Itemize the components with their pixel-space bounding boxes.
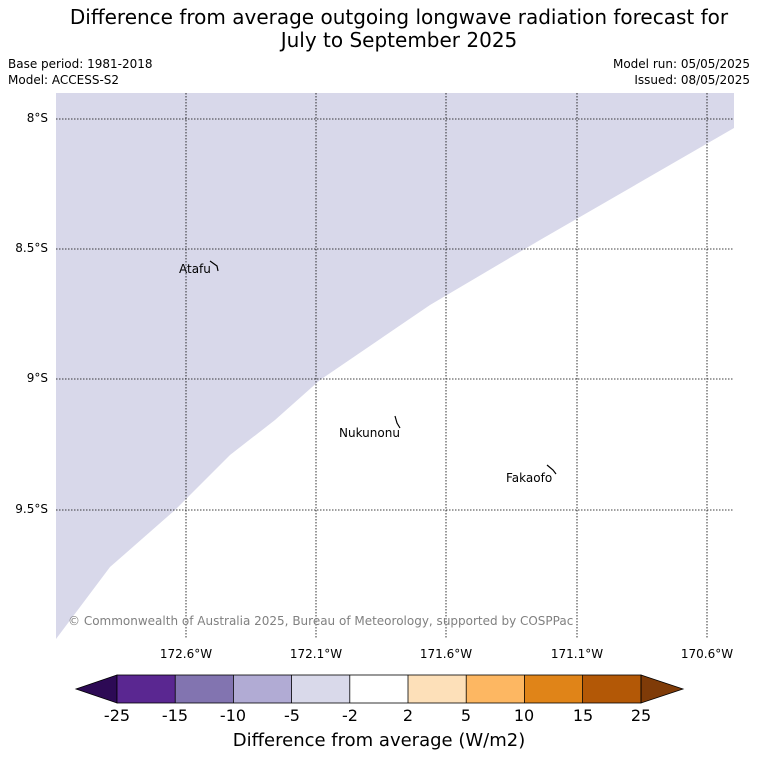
colorbar-tick: -10 [219,706,247,725]
issued-date: Issued: 08/05/2025 [634,73,750,87]
model-name: Model: ACCESS-S2 [8,73,120,87]
colorbar-tick: 2 [402,706,414,725]
colorbar-tick: 25 [630,706,652,725]
colorbar-bin-7 [466,675,525,703]
colorbar-bin-4 [291,675,350,703]
colorbar [74,674,685,704]
colorbar-tick: 15 [572,706,594,725]
meta-left: Base period: 1981-2018 Model: ACCESS-S2 [8,56,153,88]
place-label-fakaofo: Fakaofo [506,471,553,485]
place-label-nukunonu: Nukunonu [339,426,400,440]
colorbar-bin-6 [408,675,467,703]
atoll-outlines [209,260,557,475]
lat-label-9s: 9°S [26,371,48,385]
lon-label-170-6w: 170.6°W [680,647,734,661]
nukunonu-atoll-shape [394,415,401,429]
lat-label-9-5s: 9.5°S [15,502,48,516]
lon-label-172-1w: 172.1°W [289,647,343,661]
colorbar-extend-low [74,674,118,704]
colorbar-tick: 5 [460,706,472,725]
chart-title: Difference from average outgoing longwav… [0,6,758,52]
title-line-1: Difference from average outgoing longwav… [69,5,729,29]
copyright-notice: © Commonwealth of Australia 2025, Bureau… [68,614,574,628]
lon-label-171-1w: 171.1°W [550,647,604,661]
lon-label-172-6w: 172.6°W [159,647,213,661]
colorbar-tick: -2 [342,706,358,725]
fakaofo-atoll-shape [546,464,557,475]
colorbar-dividers [174,675,583,703]
colorbar-tick: 10 [513,706,535,725]
colorbar-title: Difference from average (W/m2) [232,730,526,751]
base-period: Base period: 1981-2018 [8,57,153,71]
colorbar-extend-high [640,674,685,704]
place-label-atafu: Atafu [179,262,211,276]
colorbar-bin-5 [349,675,408,703]
colorbar-bin-3 [233,675,292,703]
title-line-2: July to September 2025 [280,28,518,52]
lat-label-8s: 8°S [26,111,48,125]
lat-label-8-5s: 8.5°S [15,241,48,255]
map-panel [56,93,734,639]
graticule [56,93,734,639]
colorbar-bin-9 [582,675,641,703]
lon-label-171-6w: 171.6°W [419,647,473,661]
colorbar-tick: -25 [103,706,131,725]
colorbar-bin-2 [175,675,234,703]
colorbar-bin-8 [524,675,583,703]
meta-right: Model run: 05/05/2025 Issued: 08/05/2025 [613,56,750,88]
colorbar-bin-1 [117,675,176,703]
colorbar-outline [116,674,642,704]
atafu-atoll-shape [209,260,219,272]
anomaly-shading [56,93,734,639]
model-run: Model run: 05/05/2025 [612,57,750,71]
colorbar-tick: -5 [284,706,300,725]
colorbar-tick: -15 [161,706,189,725]
